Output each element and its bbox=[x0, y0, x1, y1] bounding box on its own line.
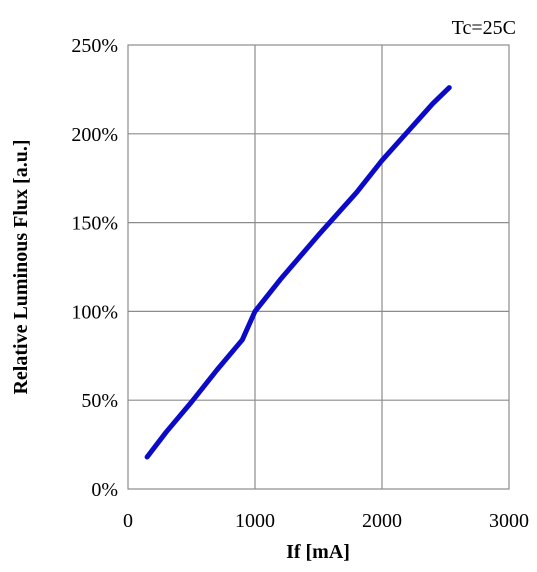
x-tick-label: 3000 bbox=[489, 510, 529, 532]
series-line bbox=[144, 85, 452, 460]
y-tick-label: 0% bbox=[91, 479, 118, 501]
y-tick-label: 200% bbox=[71, 124, 118, 146]
y-tick-label: 100% bbox=[71, 301, 118, 323]
annotation-tc: Tc=25C bbox=[452, 17, 516, 39]
plot-area bbox=[127, 44, 510, 490]
y-tick-label: 50% bbox=[81, 390, 118, 412]
x-tick-label: 1000 bbox=[235, 510, 275, 532]
x-tick-label: 0 bbox=[123, 510, 133, 532]
x-tick-label: 2000 bbox=[362, 510, 402, 532]
y-tick-label: 250% bbox=[71, 35, 118, 57]
series-layer bbox=[144, 85, 452, 460]
y-tick-label: 150% bbox=[71, 213, 118, 235]
x-axis-label: If [mA] bbox=[286, 541, 350, 563]
grid bbox=[128, 45, 509, 489]
x-axis-ticks: 0 1000 2000 3000 bbox=[123, 510, 529, 532]
y-axis-ticks: 0% 50% 100% 150% 200% 250% bbox=[71, 35, 118, 501]
y-axis-label: Relative Luminous Flux [a.u.] bbox=[10, 139, 32, 394]
